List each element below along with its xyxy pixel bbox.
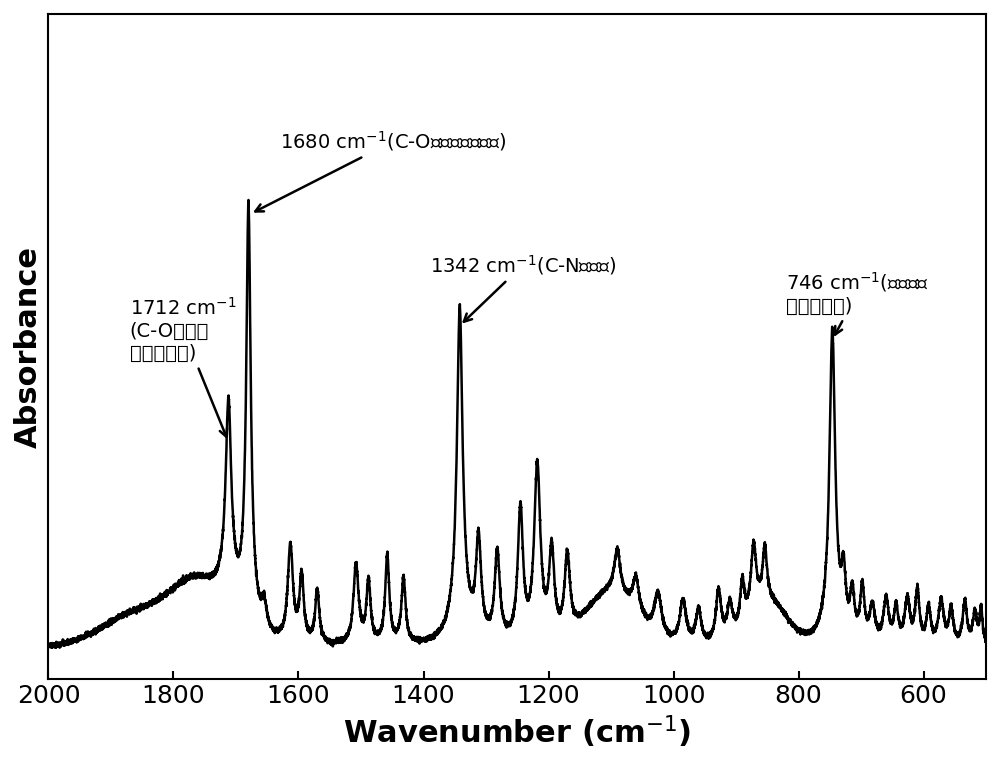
Text: 1712 cm$^{-1}$
(C-O不对称
伸缩振动峰): 1712 cm$^{-1}$ (C-O不对称 伸缩振动峰) bbox=[130, 297, 236, 437]
Y-axis label: Absorbance: Absorbance bbox=[14, 245, 43, 448]
Text: 1680 cm$^{-1}$(C-O对称伸缩振动峰): 1680 cm$^{-1}$(C-O对称伸缩振动峰) bbox=[255, 130, 506, 212]
Text: 746 cm$^{-1}$(酰亚胺环
面内振动峰): 746 cm$^{-1}$(酰亚胺环 面内振动峰) bbox=[786, 270, 929, 335]
Text: 1342 cm$^{-1}$(C-N振动峰): 1342 cm$^{-1}$(C-N振动峰) bbox=[430, 253, 616, 322]
X-axis label: Wavenumber (cm$^{-1}$): Wavenumber (cm$^{-1}$) bbox=[343, 714, 691, 750]
